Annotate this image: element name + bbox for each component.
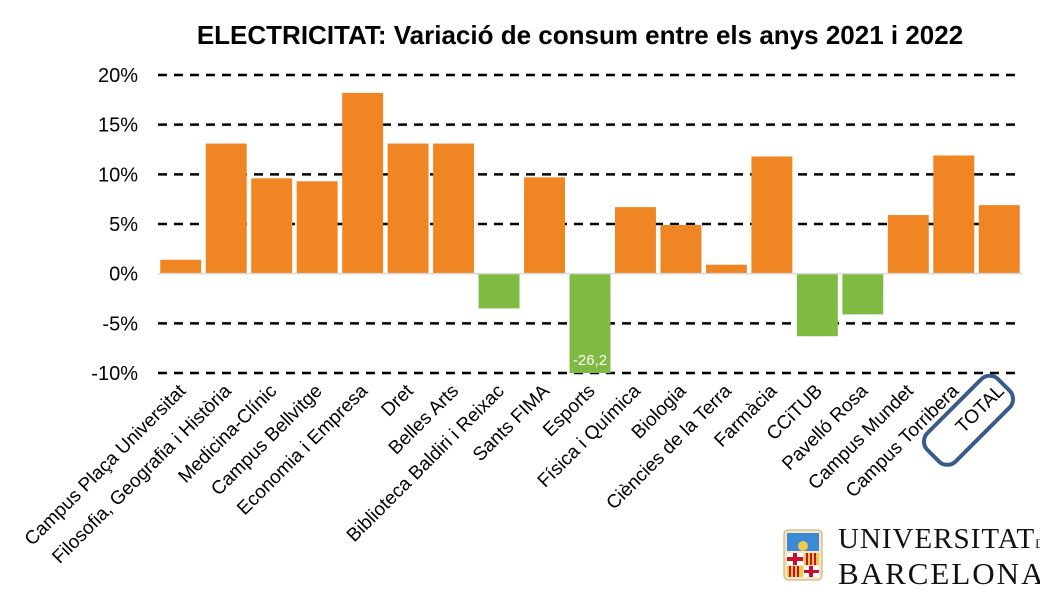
bar [205, 143, 247, 274]
bar [751, 156, 793, 274]
logo-line1: UNIVERSITAT [838, 523, 1036, 555]
university-logo: UNIVERSITATDE BARCELONA [780, 520, 1040, 590]
bar [887, 215, 929, 274]
bar [569, 273, 611, 373]
y-tick-label: -5% [102, 313, 138, 335]
chart-title: ELECTRICITAT: Variació de consum entre e… [196, 20, 964, 50]
bar [433, 143, 475, 274]
bar [524, 177, 565, 274]
logo-line1-suffix: DE [1035, 536, 1040, 551]
data-label: -26,2 [573, 352, 607, 369]
shield-icon [783, 529, 823, 581]
bar [251, 178, 293, 274]
bar [296, 181, 338, 274]
y-tick-label: 5% [109, 214, 138, 236]
y-tick-label: -10% [91, 363, 138, 385]
y-tick-label: 20% [98, 65, 138, 87]
bar [342, 92, 384, 274]
x-tick-label: TOTAL [952, 381, 1009, 438]
bar [705, 264, 747, 274]
bar [933, 155, 975, 274]
bar [478, 273, 520, 309]
bar [615, 207, 656, 274]
y-tick-label: 0% [109, 264, 138, 286]
bar [387, 143, 429, 274]
bar [842, 273, 884, 315]
bar [160, 259, 202, 274]
total-highlight-box [921, 373, 1016, 467]
bar [796, 273, 838, 337]
y-tick-label: 10% [98, 164, 138, 186]
y-tick-label: 15% [98, 115, 138, 137]
x-tick-label: Filosofia, Geografia i Història [48, 380, 236, 568]
bar [660, 224, 702, 274]
logo-line2: BARCELONA [838, 556, 1040, 591]
bar [978, 205, 1020, 274]
x-tick-label: Dret [377, 380, 418, 421]
